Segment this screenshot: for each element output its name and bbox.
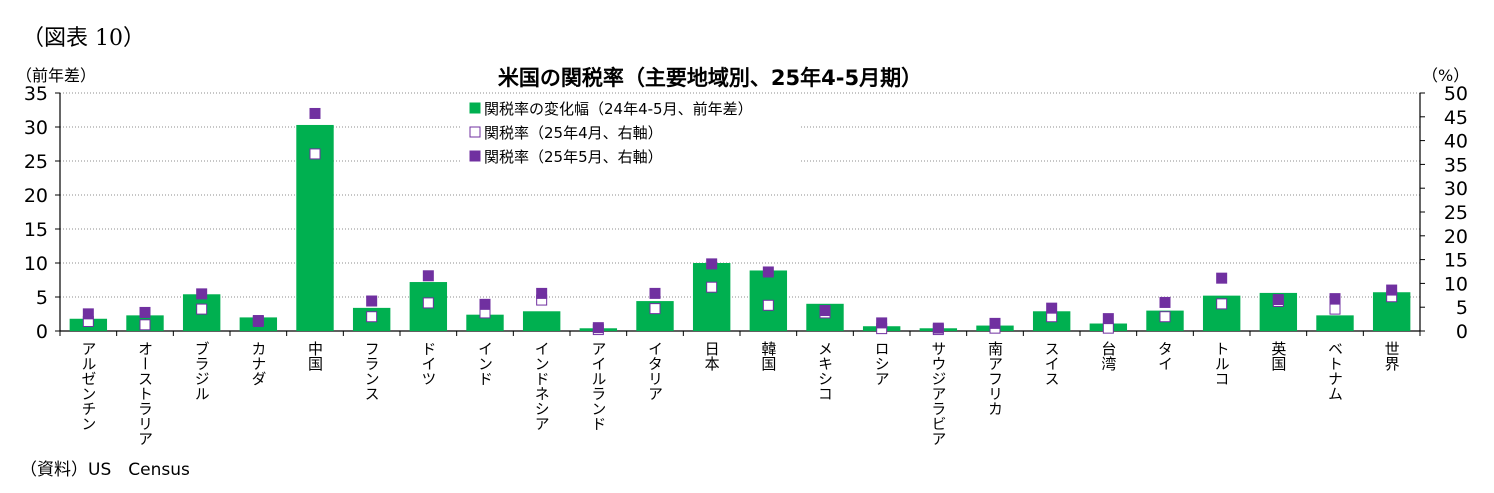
legend-label: 関税率（25年4月、右軸） (484, 124, 663, 142)
category-label: ドイツ (419, 341, 437, 386)
category-label: 英国 (1269, 340, 1287, 371)
left-tick-label: 30 (24, 117, 48, 139)
may-marker (139, 306, 151, 318)
category-label: カナダ (249, 341, 267, 386)
april-marker (762, 299, 774, 311)
may-marker (536, 287, 548, 299)
category-label: 中国 (306, 341, 324, 371)
category-label: トルコ (1213, 341, 1231, 386)
may-marker (989, 317, 1001, 329)
category-label: 南アフリカ (986, 341, 1004, 416)
may-marker (649, 287, 661, 299)
bar (466, 314, 504, 331)
legend-label: 関税率（25年5月、右軸） (484, 148, 663, 166)
left-tick-label: 5 (36, 287, 48, 309)
bar (1316, 315, 1354, 331)
may-marker (876, 317, 888, 329)
may-marker (706, 258, 718, 270)
right-tick-label: 25 (1444, 202, 1468, 224)
category-label: タイ (1156, 341, 1174, 371)
category-label: サウジアラビア (929, 341, 947, 446)
category-label: イタリア (646, 341, 664, 401)
category-label: 台湾 (1099, 341, 1117, 371)
category-label: メキシコ (816, 341, 834, 401)
category-label: フランス (363, 341, 381, 401)
category-label: アルゼンチン (79, 341, 97, 431)
category-label: スイス (1043, 341, 1061, 386)
figure-label: （図表 10） (22, 26, 145, 51)
category-label: 日本 (703, 341, 721, 371)
may-marker (82, 308, 94, 320)
may-marker (1216, 272, 1228, 284)
april-marker (1102, 322, 1114, 334)
legend-swatch (469, 102, 481, 114)
may-marker (1102, 313, 1114, 325)
right-tick-label: 20 (1444, 226, 1468, 248)
april-marker (1329, 303, 1341, 315)
april-marker (309, 148, 321, 160)
left-axis-unit: （前年差） (16, 66, 97, 85)
may-marker (479, 298, 491, 310)
may-marker (1272, 294, 1284, 306)
may-marker (592, 322, 604, 334)
category-label: インドネシア (533, 341, 551, 431)
category-label: ブラジル (193, 341, 211, 401)
right-tick-label: 30 (1444, 178, 1468, 200)
bar (692, 263, 731, 331)
legend-swatch (469, 126, 481, 138)
april-marker (366, 311, 378, 323)
left-tick-label: 25 (24, 151, 48, 173)
right-tick-label: 50 (1444, 83, 1468, 105)
chart-title: 米国の関税率（主要地域別、25年4-5月期） (497, 66, 923, 90)
left-tick-label: 35 (24, 83, 48, 105)
right-tick-label: 35 (1444, 154, 1468, 176)
bar (522, 311, 561, 331)
april-marker (706, 281, 718, 293)
may-marker (196, 288, 208, 300)
may-marker (1046, 302, 1058, 314)
left-tick-label: 20 (24, 185, 48, 207)
source-note: （資料）US Census (20, 460, 190, 480)
left-tick-label: 0 (36, 321, 48, 343)
may-marker (422, 270, 434, 282)
april-marker (1159, 311, 1171, 323)
right-axis-unit: （%） (1422, 66, 1470, 85)
may-marker (762, 266, 774, 278)
right-tick-label: 15 (1444, 250, 1468, 272)
right-tick-label: 40 (1444, 131, 1468, 153)
category-label: 世界 (1383, 341, 1401, 371)
category-label: ベトナム (1326, 341, 1344, 401)
may-marker (1386, 284, 1398, 296)
april-marker (1216, 298, 1228, 310)
category-label: アイルランド (589, 341, 607, 431)
april-marker (649, 303, 661, 315)
may-marker (1329, 293, 1341, 305)
legend-box (460, 96, 800, 168)
right-tick-label: 0 (1456, 321, 1468, 343)
may-marker (1159, 296, 1171, 308)
may-marker (366, 295, 378, 307)
right-tick-label: 10 (1444, 273, 1468, 295)
category-label: オーストラリア (136, 341, 154, 446)
april-marker (422, 297, 434, 309)
category-label: インド (476, 341, 494, 386)
left-tick-label: 10 (24, 253, 48, 275)
right-tick-label: 45 (1444, 107, 1468, 129)
may-marker (252, 315, 264, 327)
may-marker (819, 305, 831, 317)
april-marker (196, 303, 208, 315)
legend-label: 関税率の変化幅（24年4-5月、前年差） (484, 100, 753, 118)
right-tick-label: 5 (1456, 297, 1468, 319)
legend-swatch (469, 150, 481, 162)
category-label: ロシア (873, 341, 891, 386)
category-label: 韓国 (759, 341, 777, 371)
left-tick-label: 15 (24, 219, 48, 241)
may-marker (932, 322, 944, 334)
may-marker (309, 107, 321, 119)
april-marker (139, 319, 151, 331)
